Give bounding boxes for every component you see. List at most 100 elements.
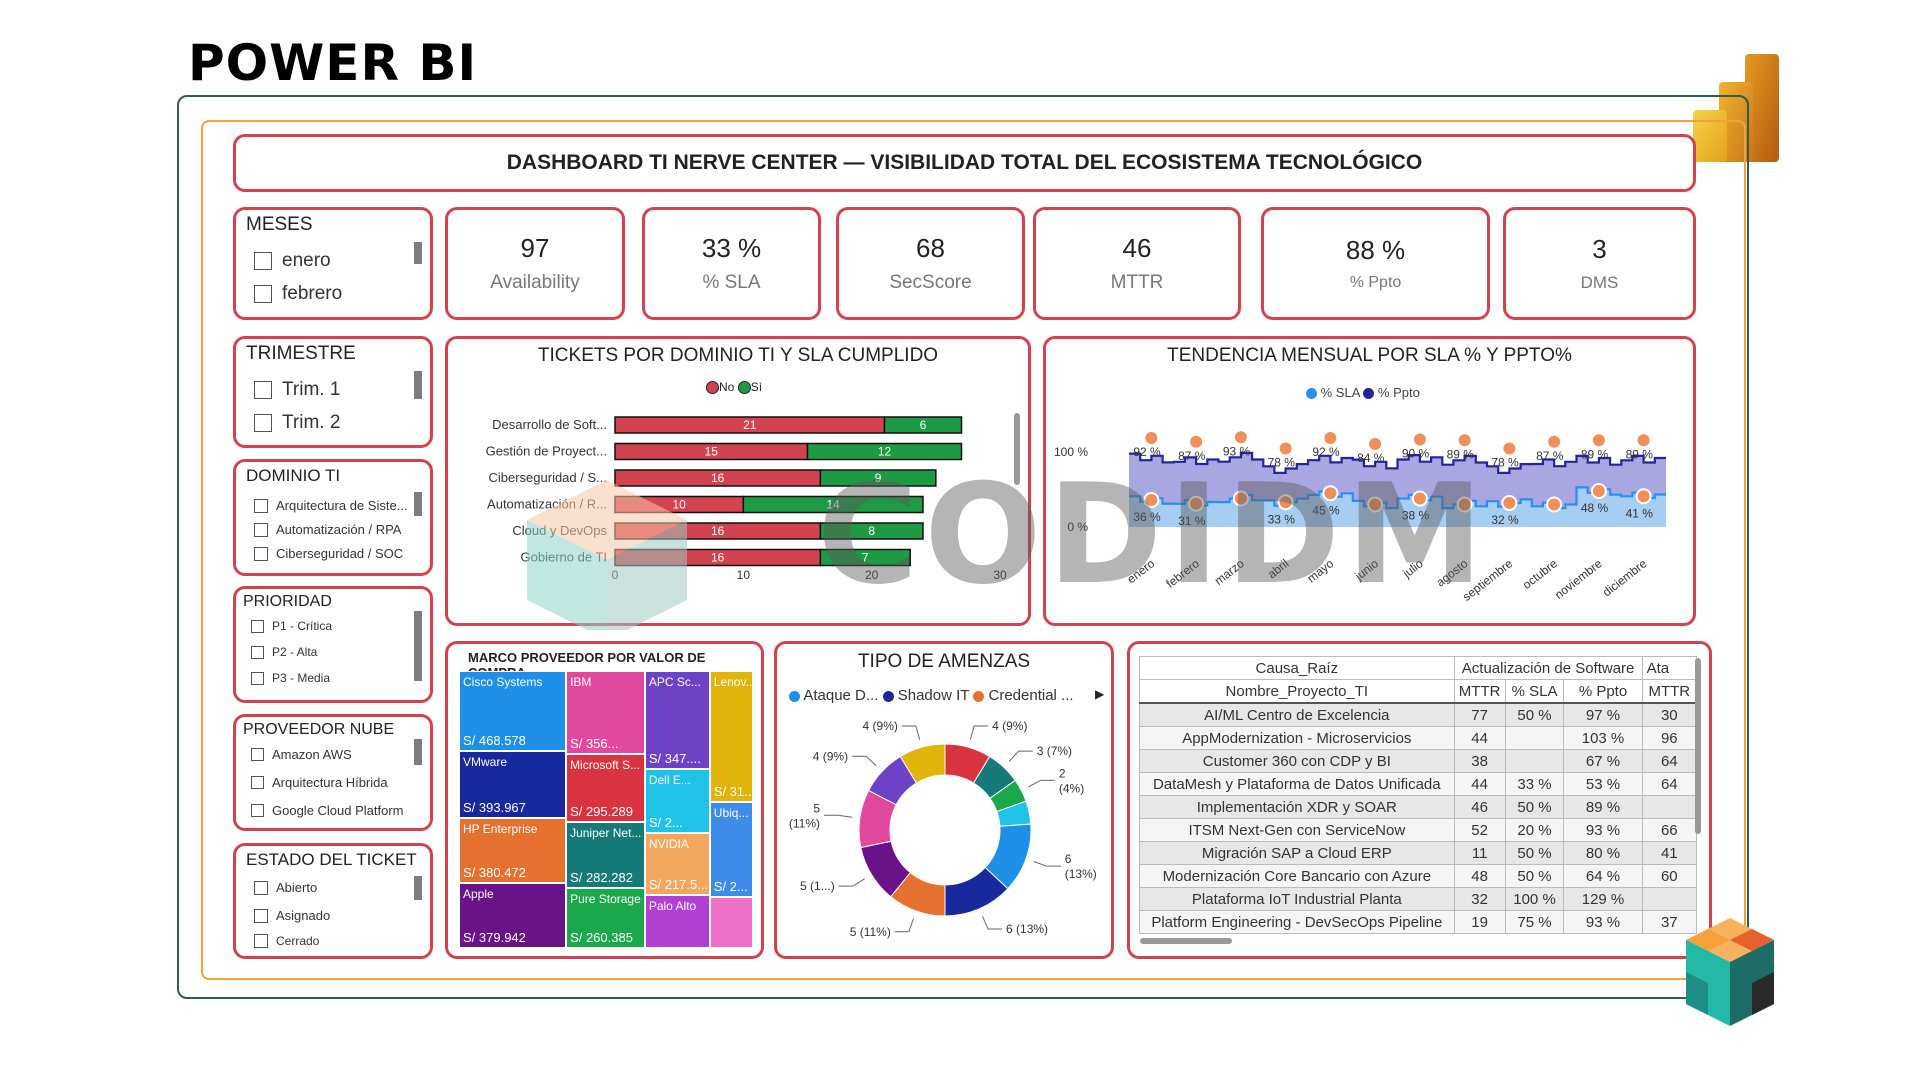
kpi-mttr[interactable]: 46 MTTR	[1033, 207, 1241, 320]
tendencia-mensual-chart[interactable]: TENDENCIA MENSUAL POR SLA % Y PPTO% % SL…	[1043, 336, 1696, 626]
scrollbar[interactable]	[414, 371, 422, 399]
checkbox[interactable]	[251, 748, 264, 761]
scrollbar[interactable]	[414, 242, 422, 264]
table-row[interactable]: DataMesh y Plataforma de Datos Unificada…	[1139, 772, 1697, 796]
checkbox[interactable]	[251, 619, 264, 633]
scrollbar[interactable]	[414, 611, 422, 681]
legend-swatch-no	[706, 381, 719, 395]
treemap-tile[interactable]: Dell E... S/ 2...	[644, 768, 710, 834]
column-group-header[interactable]: Ata	[1641, 656, 1697, 680]
treemap-tile[interactable]	[709, 897, 753, 948]
kpi-availability[interactable]: 97 Availability	[445, 207, 625, 320]
scrollbar[interactable]	[414, 492, 422, 516]
vertical-scrollbar[interactable]	[1695, 658, 1701, 834]
checkbox[interactable]	[254, 546, 268, 561]
column-group-header[interactable]: Actualización de Software	[1453, 656, 1643, 680]
checkbox[interactable]	[254, 908, 268, 923]
table-row[interactable]: Migración SAP a Cloud ERP 11 50 % 80 % 41	[1139, 841, 1697, 865]
horizontal-scrollbar[interactable]	[1140, 938, 1232, 944]
row-header-cell: Plataforma IoT Industrial Planta	[1139, 887, 1455, 911]
matrix-scroll-area[interactable]: Causa_Raíz Actualización de Software Ata…	[1139, 656, 1697, 946]
treemap-tile[interactable]: Apple S/ 379.942	[459, 883, 567, 948]
slicer-option[interactable]: Arquitectura Híbrida	[251, 775, 388, 790]
treemap-tile[interactable]: VMware S/ 393.967	[459, 750, 567, 819]
slicer-option-trim-1[interactable]: Trim. 1	[254, 379, 340, 401]
scrollbar[interactable]	[414, 876, 422, 900]
treemap-tile[interactable]: Cisco Systems S/ 468.578	[459, 671, 567, 751]
treemap-tile[interactable]: Ubiq... S/ 2...	[709, 802, 753, 898]
table-cell: 48	[1453, 864, 1506, 888]
table-row[interactable]: Platform Engineering - DevSecOps Pipelin…	[1139, 910, 1697, 934]
slicer-option-trim-2[interactable]: Trim. 2	[254, 412, 340, 434]
slicer-option-febrero[interactable]: febrero	[254, 283, 342, 305]
tickets-dominio-chart[interactable]: TICKETS POR DOMINIO TI Y SLA CUMPLIDO No…	[445, 336, 1031, 626]
checkbox[interactable]	[254, 252, 272, 270]
slicer-option[interactable]: Abierto	[254, 880, 317, 895]
treemap-tile[interactable]: Microsoft S... S/ 295.289	[566, 753, 645, 823]
data-label: 15	[705, 445, 719, 459]
column-header[interactable]: MTTR	[1453, 679, 1506, 704]
category-label: Gestión de Proyect...	[486, 444, 607, 459]
treemap-tile[interactable]: Palo Alto	[644, 894, 710, 948]
slicer-option-enero[interactable]: enero	[254, 250, 331, 272]
slicer-option[interactable]: P1 - Crítica	[251, 619, 332, 633]
checkbox[interactable]	[254, 414, 272, 432]
kpi-sla[interactable]: 33 % % SLA	[642, 207, 821, 320]
kpi-secscore[interactable]: 68 SecScore	[836, 207, 1025, 320]
treemap-tile[interactable]: HP Enterprise S/ 380.472	[459, 818, 567, 884]
checkbox[interactable]	[254, 522, 268, 537]
checkbox[interactable]	[254, 934, 268, 948]
column-header[interactable]: % SLA	[1504, 679, 1565, 704]
checkbox[interactable]	[251, 645, 264, 659]
legend-next-icon[interactable]: ▶	[1095, 687, 1105, 701]
slicer-option[interactable]: Asignado	[254, 908, 330, 923]
treemap-tile-value: S/ 217.5...	[648, 876, 709, 892]
proveedor-treemap-card[interactable]: MARCO PROVEEDOR POR VALOR DE COMPRA Cisc…	[445, 641, 764, 959]
treemap-tile[interactable]: Juniper Net... S/ 282.282	[566, 822, 645, 888]
treemap-tile[interactable]: IBM S/ 356...	[566, 671, 645, 754]
slicer-option[interactable]: Arquitectura de Siste...	[254, 498, 408, 513]
table-row[interactable]: Modernización Core Bancario con Azure 48 5…	[1139, 864, 1697, 888]
checkbox[interactable]	[254, 880, 268, 895]
column-header[interactable]: % Ppto	[1563, 679, 1643, 704]
treemap-tile[interactable]: Lenov... S/ 31...	[709, 671, 753, 803]
kpi-ppto[interactable]: 88 % % Ppto	[1261, 207, 1490, 320]
slicer-option[interactable]: P2 - Alta	[251, 645, 317, 659]
scrollbar[interactable]	[1014, 413, 1020, 485]
treemap-tile[interactable]: NVIDIA S/ 217.5...	[644, 833, 710, 895]
slice-data-label: 6	[1065, 852, 1072, 866]
slicer-option[interactable]: P3 - Media	[251, 671, 330, 685]
leader-line	[969, 725, 989, 740]
slicer-option[interactable]: Ciberseguridad / SOC	[254, 546, 403, 561]
checkbox[interactable]	[251, 671, 264, 685]
ppto-data-label: 92 %	[1133, 445, 1161, 459]
legend-label: No	[719, 380, 735, 394]
treemap-tile[interactable]: Pure Storage S/ 260.385	[566, 887, 645, 948]
checkbox[interactable]	[254, 381, 272, 399]
checkbox[interactable]	[251, 776, 264, 789]
slicer-option[interactable]: Cerrado	[254, 934, 319, 948]
matrix-card[interactable]: Causa_Raíz Actualización de Software Ata…	[1127, 641, 1712, 959]
slicer-option[interactable]: Google Cloud Platform	[251, 803, 404, 818]
table-cell: 20 %	[1504, 818, 1565, 842]
checkbox[interactable]	[254, 498, 268, 513]
checkbox[interactable]	[251, 804, 264, 817]
kpi-dms[interactable]: 3 DMS	[1503, 207, 1696, 320]
table-cell: 38	[1453, 749, 1506, 773]
tipo-amenazas-card[interactable]: TIPO DE AMENZAS Ataque D... Shadow IT Cr…	[774, 641, 1114, 959]
row-header-label[interactable]: Nombre_Proyecto_TI	[1139, 679, 1455, 704]
scrollbar[interactable]	[414, 739, 422, 765]
slicer-option[interactable]: Amazon AWS	[251, 747, 352, 762]
table-cell: 60	[1641, 864, 1697, 888]
legend-label: Shadow IT	[897, 687, 970, 704]
table-row[interactable]: Plataforma IoT Industrial Planta 32 100 % 1…	[1139, 887, 1697, 911]
table-row[interactable]: ITSM Next-Gen con ServiceNow 52 20 % 93 % 66	[1139, 818, 1697, 842]
slicer-option[interactable]: Automatización / RPA	[254, 522, 401, 537]
checkbox[interactable]	[254, 285, 272, 303]
table-row[interactable]: AI/ML Centro de Excelencia 77 50 % 97 % 30	[1139, 702, 1697, 727]
table-row[interactable]: Customer 360 con CDP y BI 38 67 % 64	[1139, 749, 1697, 773]
table-row[interactable]: AppModernization - Microservicios 44 103 %…	[1139, 726, 1697, 750]
column-header[interactable]: MTTR	[1641, 679, 1697, 704]
treemap-tile[interactable]: APC Sc... S/ 347....	[644, 671, 710, 769]
table-row[interactable]: Implementación XDR y SOAR 46 50 % 89 %	[1139, 795, 1697, 819]
